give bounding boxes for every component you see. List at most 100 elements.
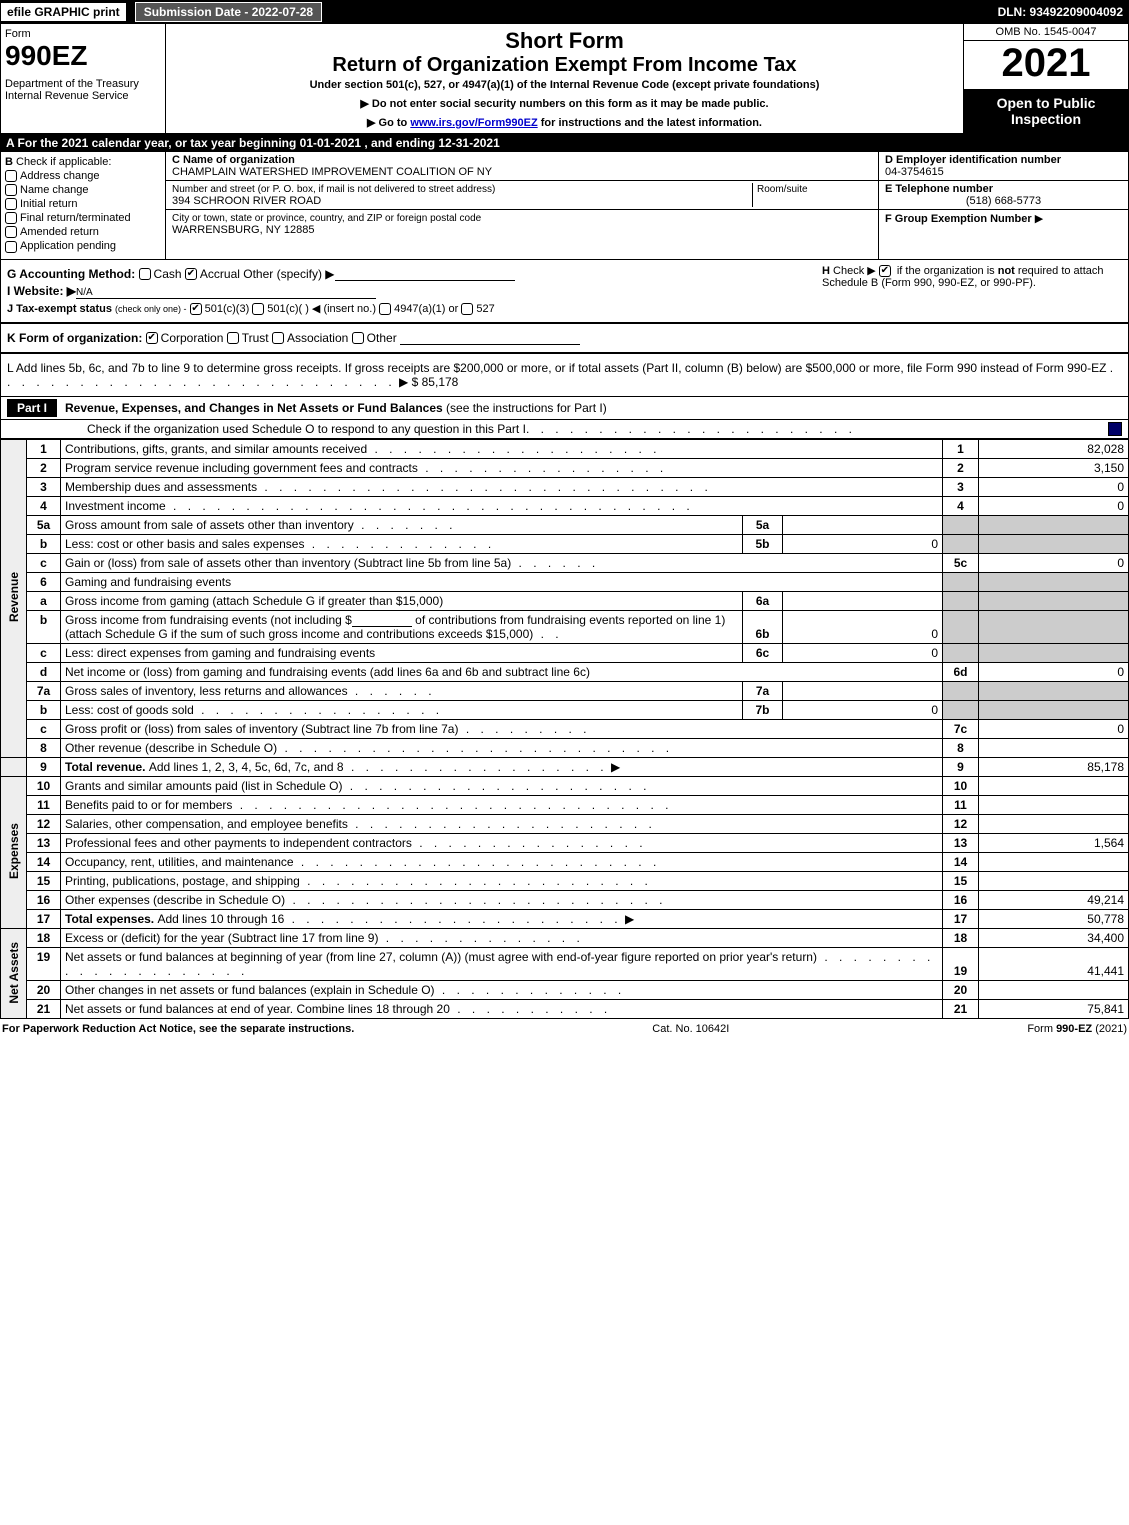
website-value: N/A	[76, 287, 93, 298]
val-17: 50,778	[979, 910, 1129, 929]
form-header-left: Form 990EZ Department of the Treasury In…	[1, 24, 166, 133]
num-8: 8	[943, 739, 979, 758]
chk-501c[interactable]	[252, 303, 264, 315]
val-4: 0	[979, 497, 1129, 516]
num-7c: 7c	[943, 720, 979, 739]
section-a: A For the 2021 calendar year, or tax yea…	[0, 134, 1129, 152]
vtab-revenue: Revenue	[1, 440, 27, 758]
subtitle: Under section 501(c), 527, or 4947(a)(1)…	[174, 79, 955, 91]
desc-10-text: Grants and similar amounts paid (list in…	[65, 779, 342, 793]
num-7b-shade	[943, 701, 979, 720]
chk-h[interactable]	[879, 265, 891, 277]
vtab-netassets-text: Net Assets	[7, 942, 21, 1004]
num-2: 2	[943, 459, 979, 478]
desc-3-text: Membership dues and assessments	[65, 480, 257, 494]
desc-6b: Gross income from fundraising events (no…	[61, 611, 743, 644]
c-addr-label: Number and street (or P. O. box, if mail…	[172, 184, 495, 195]
subnum-7a: 7a	[743, 682, 783, 701]
chk-app-pending[interactable]	[5, 241, 17, 253]
ln-18: 18	[27, 929, 61, 948]
val-18: 34,400	[979, 929, 1129, 948]
val-5b-shade	[979, 535, 1129, 554]
desc-2-text: Program service revenue including govern…	[65, 461, 418, 475]
ln-1: 1	[27, 440, 61, 459]
subval-5a	[783, 516, 943, 535]
val-6a-shade	[979, 592, 1129, 611]
ln-3: 3	[27, 478, 61, 497]
chk-amended[interactable]	[5, 226, 17, 238]
f-arrow: ▶	[1035, 213, 1043, 225]
desc-7b-text: Less: cost of goods sold	[65, 703, 194, 717]
lbl-corp: Corporation	[161, 331, 224, 345]
chk-name-change[interactable]	[5, 184, 17, 196]
val-21: 75,841	[979, 1000, 1129, 1019]
desc-5a-text: Gross amount from sale of assets other t…	[65, 518, 354, 532]
desc-6a: Gross income from gaming (attach Schedul…	[61, 592, 743, 611]
ln-7b: b	[27, 701, 61, 720]
org-address: 394 SCHROON RIVER ROAD	[172, 195, 752, 207]
form-header: Form 990EZ Department of the Treasury In…	[0, 24, 1129, 134]
desc-21-text: Net assets or fund balances at end of ye…	[65, 1002, 450, 1016]
irs-link[interactable]: www.irs.gov/Form990EZ	[410, 117, 537, 129]
chk-accrual[interactable]	[185, 268, 197, 280]
desc-5c-text: Gain or (loss) from sale of assets other…	[65, 556, 511, 570]
part1-header-row: Part I Revenue, Expenses, and Changes in…	[0, 397, 1129, 420]
chk-4947[interactable]	[379, 303, 391, 315]
val-20	[979, 981, 1129, 1000]
subval-5b: 0	[783, 535, 943, 554]
num-7a-shade	[943, 682, 979, 701]
chk-501c3[interactable]	[190, 303, 202, 315]
row-k: K Form of organization: Corporation Trus…	[7, 331, 1122, 345]
val-7a-shade	[979, 682, 1129, 701]
val-6c-shade	[979, 644, 1129, 663]
omb-number: OMB No. 1545-0047	[964, 24, 1128, 41]
ln-11: 11	[27, 796, 61, 815]
desc-9: Total revenue. Add lines 1, 2, 3, 4, 5c,…	[61, 758, 943, 777]
chk-schedule-o[interactable]	[1108, 422, 1122, 436]
val-1: 82,028	[979, 440, 1129, 459]
chk-address-change[interactable]	[5, 170, 17, 182]
val-6b-shade	[979, 611, 1129, 644]
subval-6c: 0	[783, 644, 943, 663]
subnum-7b: 7b	[743, 701, 783, 720]
chk-initial-return[interactable]	[5, 198, 17, 210]
ln-4: 4	[27, 497, 61, 516]
row-j: J Tax-exempt status (check only one) - 5…	[7, 302, 1122, 315]
val-7b-shade	[979, 701, 1129, 720]
ln-20: 20	[27, 981, 61, 1000]
num-4: 4	[943, 497, 979, 516]
desc-10: Grants and similar amounts paid (list in…	[61, 777, 943, 796]
desc-5b: Less: cost or other basis and sales expe…	[61, 535, 743, 554]
chk-527[interactable]	[461, 303, 473, 315]
g-label: G Accounting Method:	[7, 267, 135, 281]
vtab-expenses: Expenses	[1, 777, 27, 929]
footer-right: Form 990-EZ (2021)	[1027, 1023, 1127, 1035]
num-3: 3	[943, 478, 979, 497]
subnum-6b: 6b	[743, 611, 783, 644]
desc-4-text: Investment income	[65, 499, 166, 513]
val-11	[979, 796, 1129, 815]
chk-trust[interactable]	[227, 332, 239, 344]
org-name: CHAMPLAIN WATERSHED IMPROVEMENT COALITIO…	[172, 166, 492, 178]
subval-6a	[783, 592, 943, 611]
num-16: 16	[943, 891, 979, 910]
num-9: 9	[943, 758, 979, 777]
val-2: 3,150	[979, 459, 1129, 478]
row-h: H Check ▶ if the organization is not req…	[822, 264, 1122, 289]
footer-right-pre: Form	[1027, 1023, 1056, 1035]
chk-cash[interactable]	[139, 268, 151, 280]
ln-9: 9	[27, 758, 61, 777]
val-14	[979, 853, 1129, 872]
chk-corp[interactable]	[146, 332, 158, 344]
desc-3: Membership dues and assessments . . . . …	[61, 478, 943, 497]
chk-assoc[interactable]	[272, 332, 284, 344]
chk-other-org[interactable]	[352, 332, 364, 344]
desc-16: Other expenses (describe in Schedule O) …	[61, 891, 943, 910]
lbl-amended: Amended return	[20, 226, 99, 238]
chk-final-return[interactable]	[5, 212, 17, 224]
lbl-final-return: Final return/terminated	[20, 212, 131, 224]
ln-5b: b	[27, 535, 61, 554]
desc-1-text: Contributions, gifts, grants, and simila…	[65, 442, 367, 456]
info-block: B Check if applicable: Address change Na…	[0, 152, 1129, 260]
num-11: 11	[943, 796, 979, 815]
